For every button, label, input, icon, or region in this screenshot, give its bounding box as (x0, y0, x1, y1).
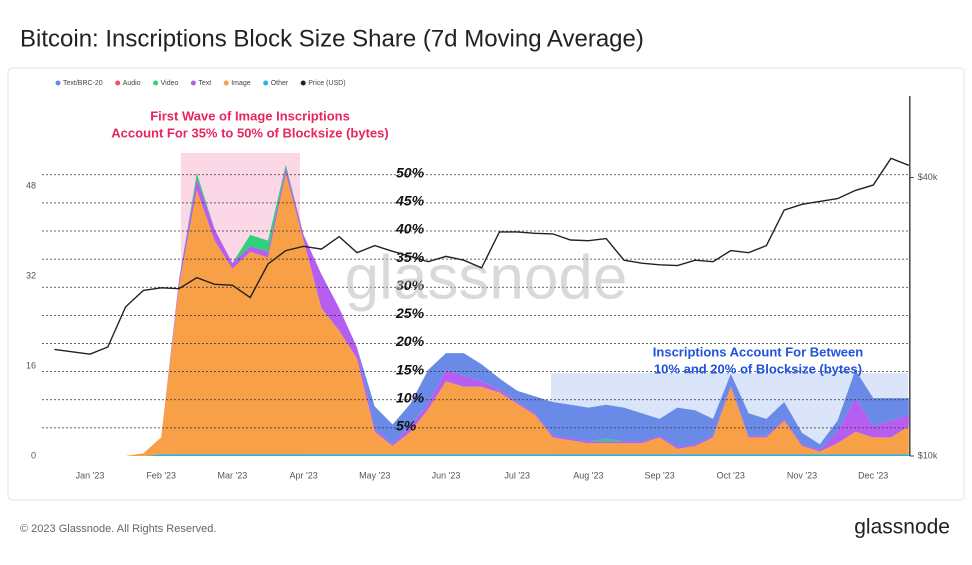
y2-tick-label: $10k (918, 450, 938, 460)
legend-swatch (300, 80, 306, 86)
legend-item: Audio (115, 80, 141, 87)
x-tick-label: Dec '23 (858, 470, 888, 480)
reference-label: 25% (395, 305, 425, 321)
x-tick-label: Jun '23 (432, 470, 461, 480)
legend-item: Video (153, 80, 178, 87)
price-line (54, 157, 910, 355)
brand: glassnode (854, 516, 950, 539)
reference-label: 20% (395, 333, 425, 349)
legend-swatch (115, 80, 121, 86)
y-tick-label: 32 (26, 270, 36, 280)
x-tick-label: Jul '23 (504, 470, 530, 480)
legend-swatch (153, 80, 159, 86)
legend-label: Video (161, 80, 179, 87)
x-tick-label: Mar '23 (218, 470, 248, 480)
legend-label: Audio (123, 80, 141, 87)
reference-label: 30% (396, 277, 425, 293)
legend-swatch (55, 80, 61, 86)
x-tick-label: May '23 (359, 470, 390, 480)
area (54, 454, 909, 456)
x-tick-label: Jan '23 (76, 470, 105, 480)
x-tick-label: Apr '23 (289, 470, 317, 480)
x-tick-label: Nov '23 (787, 470, 817, 480)
x-tick-label: Sep '23 (644, 470, 674, 480)
annotation: Inscriptions Account For Between (653, 344, 863, 359)
legend-label: Other (271, 80, 289, 87)
y-tick-label: 16 (26, 360, 36, 370)
x-tick-label: Feb '23 (146, 470, 176, 480)
chart-title: Bitcoin: Inscriptions Block Size Share (… (20, 25, 644, 52)
watermark: glassnode (345, 243, 628, 312)
chart-panel (7, 67, 965, 501)
reference-label: 45% (395, 193, 425, 209)
legend-label: Image (231, 80, 251, 87)
legend-label: Text (198, 80, 211, 87)
legend-item: Other (263, 80, 289, 87)
annotation: 10% and 20% of Blocksize (bytes) (654, 361, 862, 376)
annotation: First Wave of Image Inscriptions (150, 108, 350, 123)
reference-label: 15% (396, 361, 425, 377)
legend-swatch (263, 80, 269, 86)
x-tick-label: Oct '23 (717, 470, 745, 480)
legend-item: Price (USD) (300, 80, 346, 87)
legend-item: Text/BRC-20 (55, 80, 103, 87)
legend-swatch (223, 80, 229, 86)
legend-label: Price (USD) (308, 80, 345, 87)
legend-swatch (190, 80, 196, 86)
annotation: Account For 35% to 50% of Blocksize (byt… (111, 125, 388, 140)
x-tick-label: Aug '23 (573, 470, 603, 480)
legend-item: Image (223, 80, 251, 87)
y-tick-label: 0 (31, 450, 36, 460)
reference-label: 50% (396, 164, 425, 180)
reference-label: 40% (395, 221, 425, 237)
y-tick-label: 48 (26, 180, 36, 190)
reference-label: 5% (396, 418, 417, 434)
legend-label: Text/BRC-20 (63, 80, 103, 87)
reference-label: 10% (396, 389, 425, 405)
y2-tick-label: $40k (918, 172, 938, 182)
area (54, 173, 909, 456)
copyright: © 2023 Glassnode. All Rights Reserved. (20, 523, 216, 535)
legend-item: Text (190, 80, 211, 87)
